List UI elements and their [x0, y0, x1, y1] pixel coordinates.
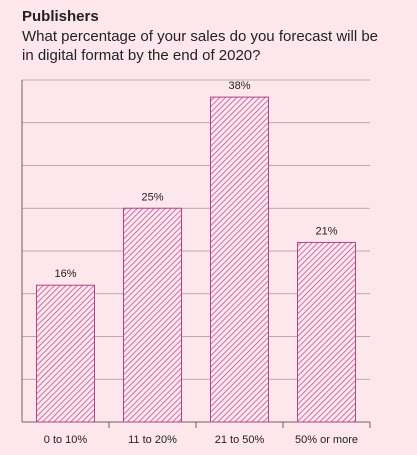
- bars: [36, 96, 356, 423]
- data-label: 16%: [54, 268, 76, 280]
- x-tick-labels: 0 to 10% 11 to 20% 21 to 50% 50% or more: [44, 434, 358, 446]
- chart-title: Publishers: [22, 8, 99, 25]
- x-tick-label: 21 to 50%: [215, 434, 265, 446]
- data-labels: 16% 25% 38% 21%: [54, 80, 337, 280]
- data-label: 38%: [228, 80, 250, 92]
- data-label: 21%: [315, 225, 337, 237]
- x-tick-label: 50% or more: [295, 434, 358, 446]
- data-label: 25%: [141, 191, 163, 203]
- x-tick-label: 11 to 20%: [128, 434, 177, 446]
- chart-subtitle: What percentage of your sales do you for…: [22, 28, 379, 64]
- bar-2: [123, 207, 182, 423]
- x-tick-label: 0 to 10%: [44, 434, 88, 446]
- bar-4: [297, 241, 356, 423]
- bar-1: [36, 284, 95, 423]
- bar-3: [210, 96, 269, 423]
